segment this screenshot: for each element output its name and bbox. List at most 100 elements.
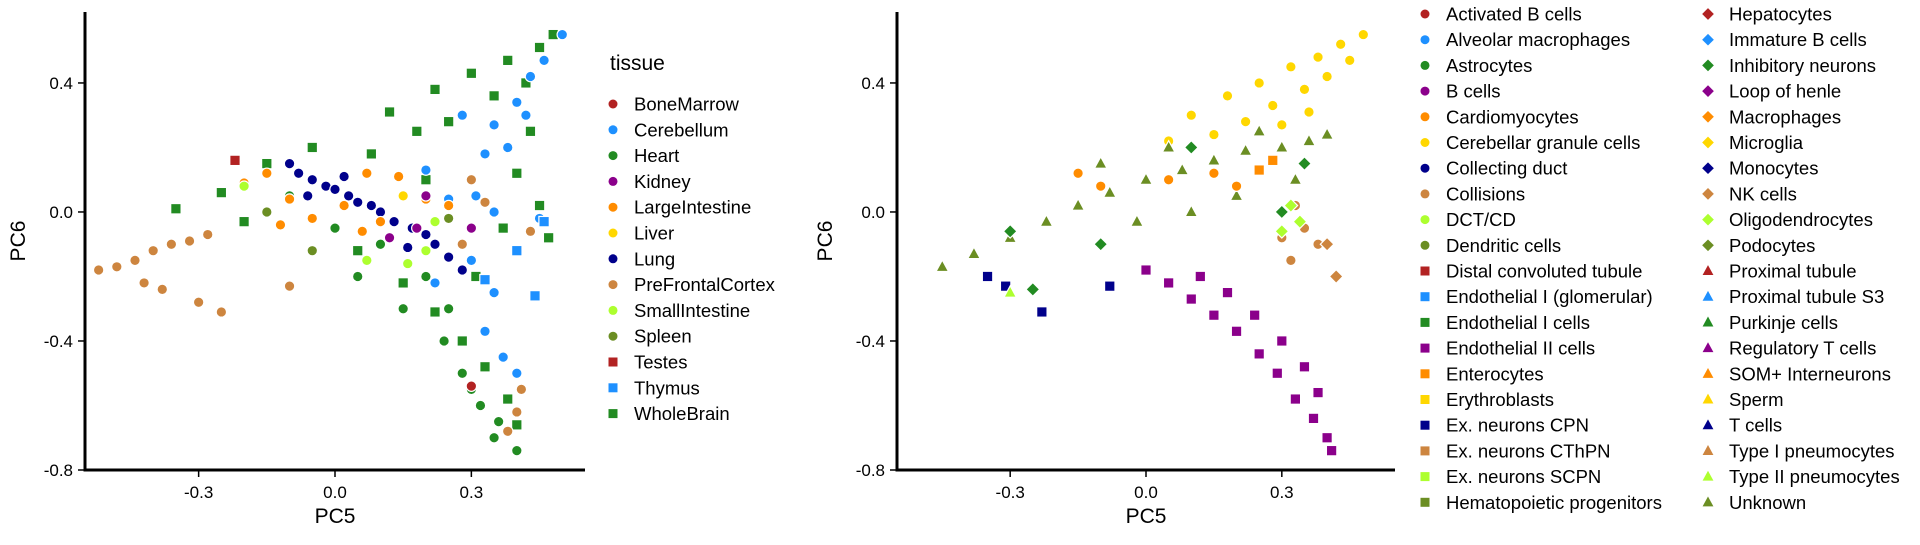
legend-label: Liver xyxy=(634,223,674,244)
point-largeintestine-9 xyxy=(274,219,287,231)
point-oligodendrocytes-2 xyxy=(1274,223,1290,239)
point-testes-0 xyxy=(229,154,241,167)
legend-label: BoneMarrow xyxy=(634,94,740,115)
legend-item-type-i-pneumocytes: Type I pneumocytes xyxy=(1702,440,1895,461)
point-unknown-9 xyxy=(1238,142,1253,156)
legend-item-smallintestine: SmallIntestine xyxy=(608,300,750,321)
point-thymus-0 xyxy=(538,215,550,228)
legend-item-endothelial-ii-cells: Endothelial II cells xyxy=(1420,338,1595,359)
point-unknown-15 xyxy=(1229,187,1244,202)
point-heart-3 xyxy=(474,399,487,412)
legend-item-nk-cells: NK cells xyxy=(1702,183,1797,204)
point-cerebellum-8 xyxy=(520,109,532,122)
legend-label: Microglia xyxy=(1729,132,1804,153)
legend-key-smallintestine xyxy=(608,305,618,315)
point-unknown-17 xyxy=(1129,213,1145,227)
point-cerebellar-granule-cells-8 xyxy=(1266,99,1279,112)
legend-key-t-cells xyxy=(1702,419,1714,430)
point-smallintestine-1 xyxy=(361,254,373,267)
point-smallintestine-3 xyxy=(401,257,414,270)
point-cerebellar-granule-cells-6 xyxy=(1357,28,1370,41)
legend-item-immature-b-cells: Immature B cells xyxy=(1702,29,1867,50)
legend-item-monocytes: Monocytes xyxy=(1702,158,1818,179)
point-cerebellum-9 xyxy=(470,190,482,202)
x-axis-title: PC5 xyxy=(315,505,356,528)
point-ex-neurons-cpn-3 xyxy=(1103,280,1116,292)
legend-label: Immature B cells xyxy=(1729,29,1867,50)
legend-key-endothelial-i-glomerular xyxy=(1420,292,1430,302)
point-endothelial-ii-cells-1 xyxy=(1162,277,1175,289)
point-unknown-0 xyxy=(935,258,950,273)
point-lung-5 xyxy=(342,190,355,202)
legend-item-hematopoietic-progenitors: Hematopoietic progenitors xyxy=(1420,492,1662,513)
point-cerebellar-granule-cells-10 xyxy=(1321,70,1333,83)
legend-key-lung xyxy=(608,254,618,264)
point-cerebellar-granule-cells-15 xyxy=(1303,106,1315,118)
point-smallintestine-0 xyxy=(238,180,250,192)
point-kidney-3 xyxy=(465,222,478,234)
legend-key-thymus xyxy=(608,383,618,393)
x-tick-label: 0.0 xyxy=(323,483,347,502)
legend-item-endothelial-i-glomerular: Endothelial I (glomerular) xyxy=(1420,286,1653,307)
legend-item-collecting-duct: Collecting duct xyxy=(1420,158,1567,179)
point-wholebrain-2 xyxy=(465,67,478,80)
legend-key-astrocytes xyxy=(1420,60,1430,70)
point-wholebrain-28 xyxy=(533,199,546,212)
point-cerebellum-3 xyxy=(524,70,537,83)
legend-label: Sperm xyxy=(1729,389,1784,410)
legend-label: Endothelial II cells xyxy=(1446,338,1595,359)
legend-label: Cerebellar granule cells xyxy=(1446,132,1640,153)
legend-label: T cells xyxy=(1729,415,1782,436)
legend-key-monocytes xyxy=(1702,162,1714,175)
legend-key-cerebellum xyxy=(608,125,618,135)
point-cerebellar-granule-cells-0 xyxy=(1185,109,1198,122)
point-unknown-11 xyxy=(1301,133,1317,147)
point-largeintestine-2 xyxy=(306,212,319,225)
point-cardiomyocytes-3 xyxy=(1208,167,1220,180)
point-endothelial-ii-cells-14 xyxy=(1276,335,1288,347)
point-heart-8 xyxy=(438,335,450,347)
legend-key-som-interneurons xyxy=(1702,367,1714,378)
point-cerebellar-granule-cells-13 xyxy=(1276,119,1288,131)
legend-item-cerebellar-granule-cells: Cerebellar granule cells xyxy=(1420,132,1640,153)
scatter-panel-tissue: -0.3 0.0 0.3 0.4 0.0 -0.4 -0.8 PC5 PC6 tissue Bone… xyxy=(7,12,776,528)
point-wholebrain-0 xyxy=(383,106,396,118)
legend-key-oligodendrocytes xyxy=(1702,213,1714,226)
point-wholebrain-1 xyxy=(429,83,441,96)
point-cerebellar-granule-cells-4 xyxy=(1312,51,1324,63)
legend-key-purkinje-cells xyxy=(1702,316,1714,327)
legend-key-spleen xyxy=(608,331,618,341)
point-lung-2 xyxy=(306,173,319,186)
point-largeintestine-7 xyxy=(442,199,455,212)
point-wholebrain-7 xyxy=(488,90,500,102)
point-smallintestine-4 xyxy=(420,244,432,257)
point-wholebrain-12 xyxy=(170,202,182,215)
point-heart-10 xyxy=(329,222,341,234)
legend-key-heart xyxy=(608,151,618,161)
legend-item-kidney: Kidney xyxy=(608,171,691,192)
legend-label: Collisions xyxy=(1446,183,1525,204)
point-prefrontalcortex-3 xyxy=(147,244,159,257)
point-wholebrain-21 xyxy=(524,125,537,138)
legend-label: Heart xyxy=(634,145,679,166)
point-endothelial-ii-cells-13 xyxy=(1248,309,1261,321)
point-unknown-18 xyxy=(1251,123,1267,137)
legend-label: Ex. neurons CPN xyxy=(1446,415,1589,436)
legend-title: tissue xyxy=(610,52,665,75)
point-largeintestine-4 xyxy=(361,167,373,180)
legend-item-prefrontalcortex: PreFrontalCortex xyxy=(608,274,776,295)
legend-item-type-ii-pneumocytes: Type II pneumocytes xyxy=(1702,466,1900,487)
legend-item-cerebellum: Cerebellum xyxy=(608,119,729,140)
point-endothelial-ii-cells-9 xyxy=(1321,431,1333,444)
point-prefrontalcortex-11 xyxy=(283,280,296,292)
point-smallintestine-2 xyxy=(429,215,441,228)
legend-item-unknown: Unknown xyxy=(1702,492,1806,513)
x-tick-label: 0.3 xyxy=(460,483,484,502)
legend-item-som-interneurons: SOM+ Interneurons xyxy=(1702,363,1891,384)
point-endothelial-ii-cells-2 xyxy=(1185,293,1198,305)
point-unknown-12 xyxy=(1319,126,1335,140)
point-cerebellum-18 xyxy=(511,367,523,380)
y-tick-label: -0.4 xyxy=(44,332,73,351)
point-prefrontalcortex-0 xyxy=(92,264,105,276)
legend-label: NK cells xyxy=(1729,183,1797,204)
